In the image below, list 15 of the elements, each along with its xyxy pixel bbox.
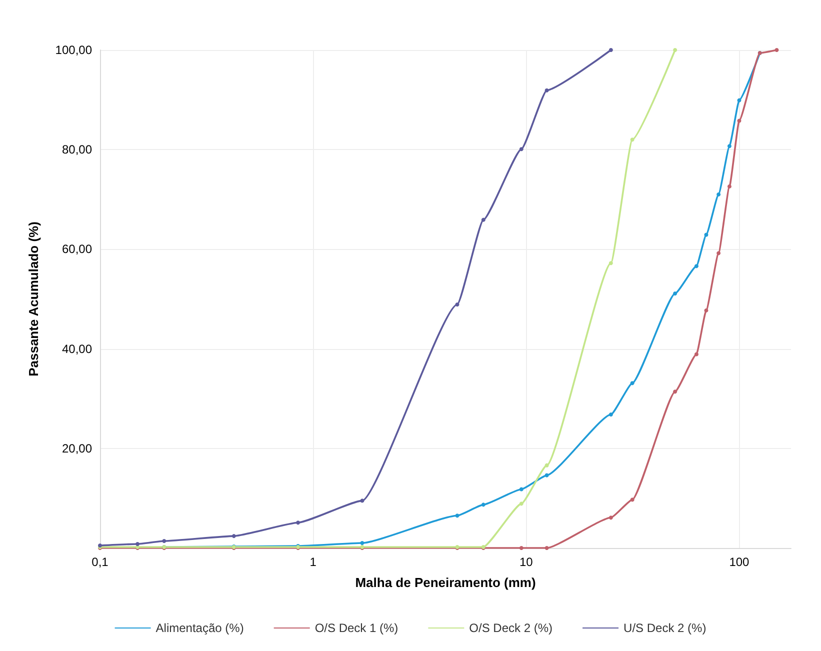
legend-label: Alimentação (%)	[156, 621, 244, 635]
x-tick-label: 1	[310, 555, 317, 569]
y-tick-label: 60,00	[62, 242, 92, 256]
x-tick-label: 0,1	[92, 555, 109, 569]
x-tick-label: 100	[729, 555, 750, 569]
y-tick-label: 100,00	[55, 43, 92, 57]
legend-label: O/S Deck 1 (%)	[314, 621, 398, 635]
y-tick-label: 20,00	[62, 441, 92, 456]
y-tick-label: 80,00	[62, 142, 92, 157]
y-axis-title: Passante Acumulado (%)	[26, 222, 41, 376]
y-tick-label: 40,00	[62, 342, 92, 356]
legend-label: O/S Deck 2 (%)	[469, 621, 553, 635]
legend-label: U/S Deck 2 (%)	[624, 621, 706, 635]
x-axis-title: Malha de Peneiramento (mm)	[355, 575, 536, 590]
x-tick-label: 10	[519, 555, 534, 569]
